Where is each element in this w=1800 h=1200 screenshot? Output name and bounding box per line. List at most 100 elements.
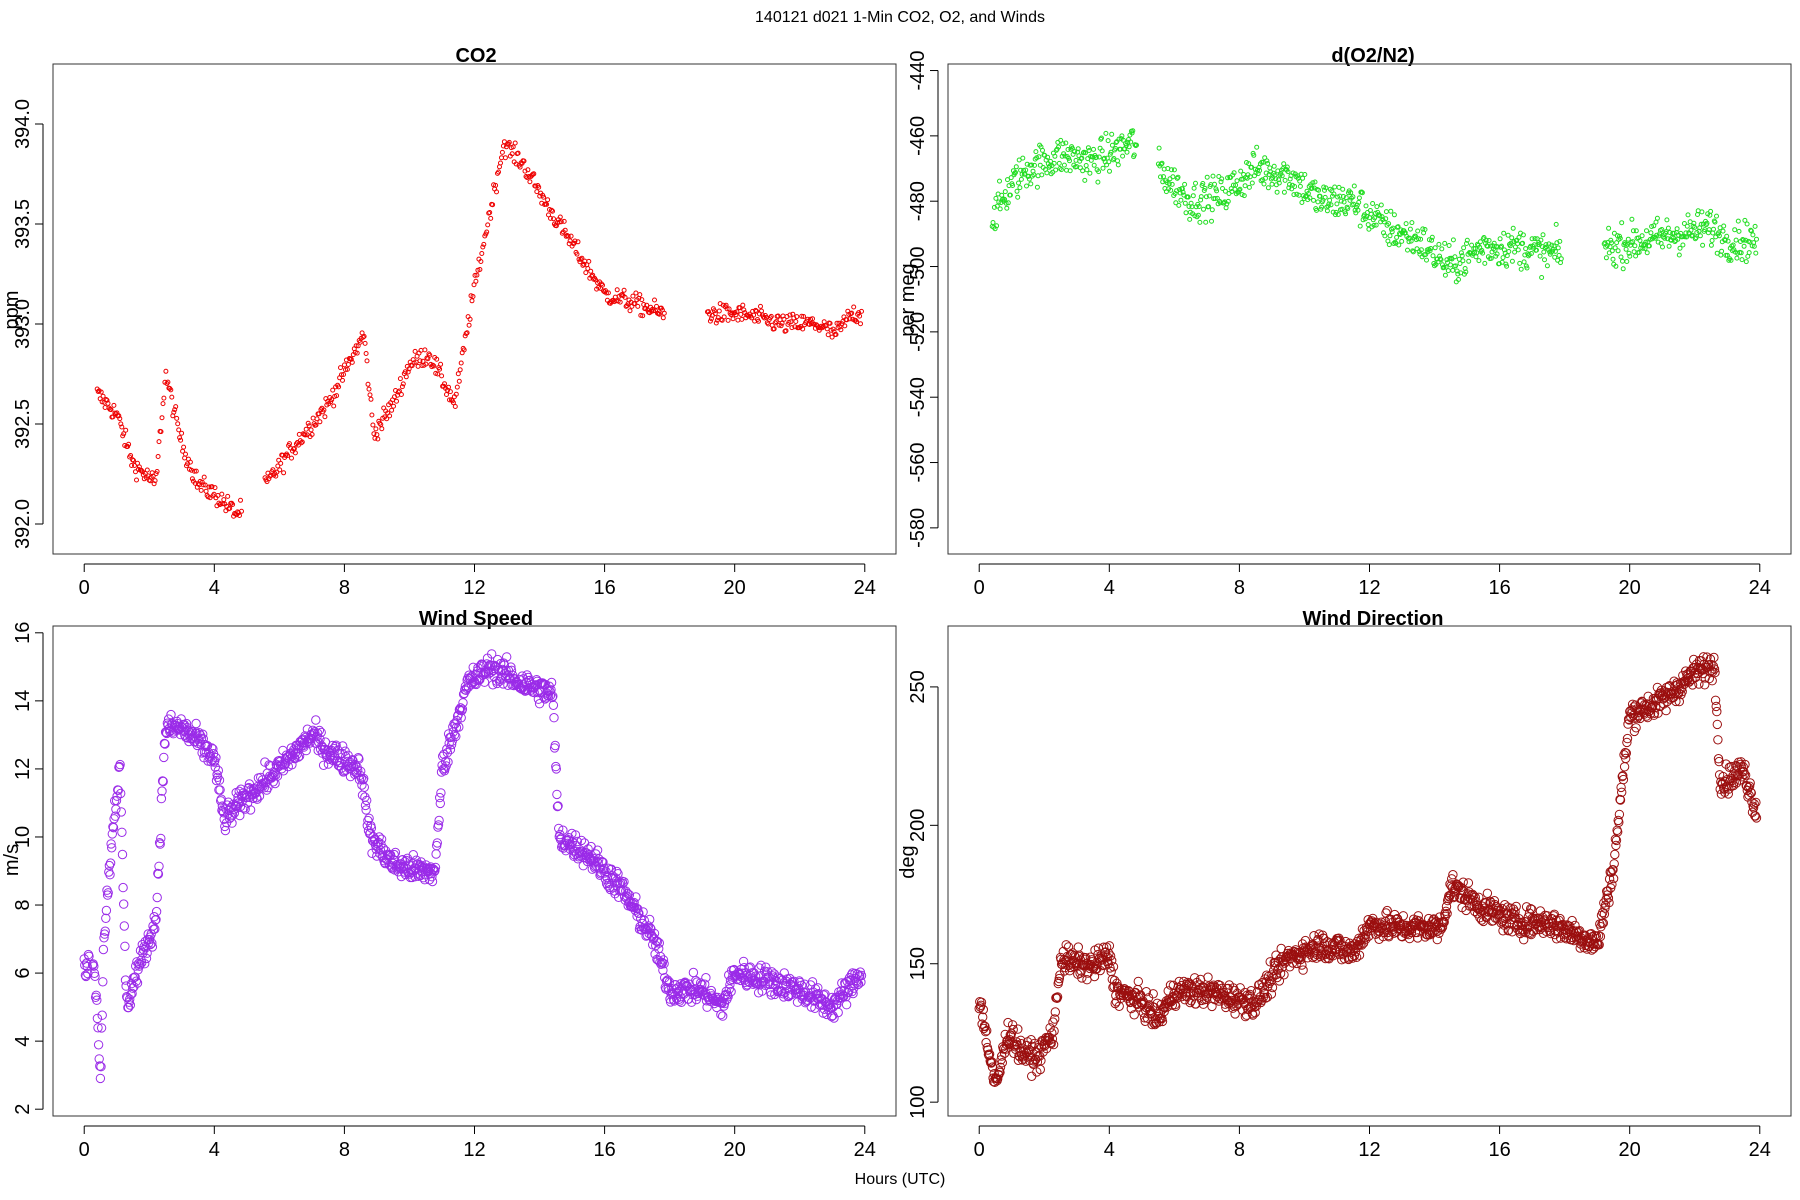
- data-point: [370, 834, 380, 844]
- x-tick-label: 16: [593, 1139, 615, 1161]
- data-point: [643, 921, 654, 931]
- data-point: [1343, 195, 1349, 201]
- data-point: [1395, 224, 1401, 230]
- data-point: [1700, 242, 1706, 248]
- data-point: [980, 1027, 991, 1037]
- data-point: [455, 371, 461, 377]
- data-point: [606, 864, 617, 874]
- data-point: [116, 413, 122, 419]
- data-point: [1524, 265, 1530, 271]
- data-point: [563, 233, 569, 239]
- data-point: [157, 786, 167, 796]
- data-point: [479, 251, 485, 256]
- data-point: [1231, 170, 1237, 176]
- data-point: [354, 350, 360, 356]
- data-point: [1225, 175, 1231, 181]
- data-point: [1348, 190, 1354, 196]
- data-point: [379, 426, 385, 432]
- data-point: [127, 988, 137, 999]
- data-point: [1544, 263, 1550, 269]
- data-point: [601, 866, 611, 877]
- data-point: [1728, 257, 1734, 263]
- data-point: [1428, 927, 1438, 937]
- data-point: [572, 238, 578, 244]
- data-point: [632, 301, 638, 307]
- data-point: [548, 215, 553, 221]
- data-point: [377, 420, 383, 426]
- data-point: [732, 974, 742, 985]
- data-point: [105, 870, 115, 880]
- data-point: [1689, 233, 1695, 239]
- data-point: [1209, 207, 1215, 213]
- data-point: [161, 395, 167, 401]
- data-point: [298, 440, 304, 446]
- data-point: [1532, 236, 1538, 242]
- data-point: [1099, 135, 1104, 141]
- data-point: [1203, 219, 1209, 225]
- data-point: [558, 219, 564, 225]
- data-point: [1633, 253, 1639, 259]
- data-point: [1641, 701, 1651, 711]
- data-point: [619, 877, 629, 887]
- data-point: [658, 955, 669, 965]
- data-point: [553, 223, 559, 229]
- data-point: [1606, 225, 1612, 231]
- data-point: [116, 807, 127, 817]
- data-point: [1322, 187, 1327, 193]
- data-point: [191, 718, 201, 729]
- data-point: [761, 962, 771, 972]
- data-point: [1511, 901, 1521, 912]
- data-point: [1216, 174, 1222, 179]
- data-point: [1409, 220, 1415, 226]
- data-point: [552, 801, 563, 812]
- data-point: [510, 144, 516, 150]
- data-point: [1287, 176, 1293, 182]
- data-point: [1108, 962, 1119, 972]
- data-point: [469, 298, 475, 304]
- data-point: [852, 969, 862, 979]
- data-point: [1056, 160, 1062, 166]
- data-point: [712, 311, 718, 317]
- data-point: [1739, 257, 1745, 263]
- data-point: [1379, 214, 1385, 220]
- data-point: [1359, 190, 1365, 196]
- data-point: [474, 272, 480, 278]
- data-point: [446, 384, 451, 390]
- data-point: [644, 302, 650, 308]
- data-point: [1476, 258, 1482, 264]
- data-point: [1359, 189, 1365, 195]
- data-point: [1024, 183, 1029, 189]
- data-point: [1331, 191, 1337, 197]
- data-point: [799, 313, 805, 319]
- data-point: [1458, 250, 1464, 256]
- data-point: [816, 327, 822, 333]
- data-point: [271, 770, 281, 780]
- data-point: [1646, 243, 1652, 249]
- data-point: [313, 422, 319, 428]
- x-axis-wind-speed: 0 4 8 12 16 20 24: [79, 1125, 876, 1161]
- data-point: [1567, 915, 1577, 926]
- data-point: [104, 397, 110, 403]
- data-point: [1499, 243, 1504, 249]
- data-point: [454, 722, 464, 732]
- data-point: [654, 938, 664, 948]
- data-point: [408, 850, 418, 860]
- data-point: [1282, 177, 1288, 183]
- data-point: [570, 830, 581, 840]
- data-point: [1065, 147, 1071, 152]
- data-point: [355, 343, 361, 349]
- x-tick-label: 24: [854, 1139, 876, 1161]
- data-point: [706, 309, 711, 315]
- data-point: [1458, 877, 1468, 887]
- data-point: [1267, 982, 1278, 993]
- data-point: [477, 267, 483, 272]
- data-point: [1141, 987, 1152, 997]
- data-point: [1249, 180, 1255, 186]
- data-point: [389, 407, 395, 413]
- data-point: [1038, 1047, 1048, 1057]
- data-point: [1677, 245, 1683, 251]
- data-point: [458, 698, 468, 708]
- data-point: [1509, 258, 1515, 264]
- data-point: [1483, 237, 1489, 243]
